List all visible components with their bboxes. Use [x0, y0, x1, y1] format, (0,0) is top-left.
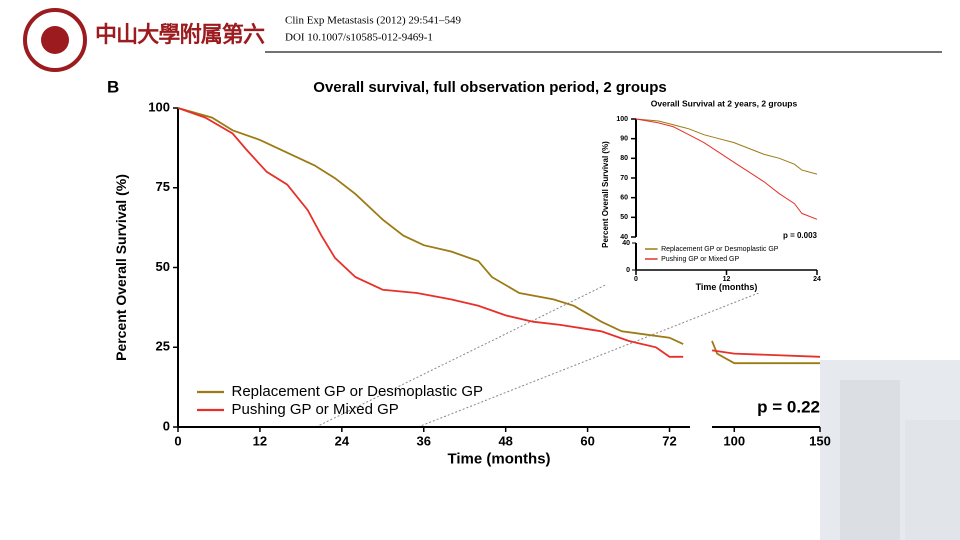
x-tick-label: 48 [498, 433, 512, 448]
survival-curve [635, 118, 818, 175]
connector [315, 269, 637, 428]
x-tick-label: 0 [174, 433, 181, 448]
y-axis-label: Percent Overall Survival (%) [113, 174, 129, 361]
y-tick-label: 100 [616, 116, 628, 123]
logo-center [41, 26, 69, 54]
y-axis-label: Percent Overall Survival (%) [601, 141, 610, 248]
x-tick-label: 24 [335, 433, 350, 448]
x-tick-label: 12 [253, 433, 267, 448]
building-photo [820, 360, 960, 540]
doi: DOI 10.1007/s10585-012-9469-1 [285, 32, 433, 44]
y-tick-label: 80 [620, 155, 628, 162]
x-axis-label: Time (months) [696, 282, 758, 292]
inset-bg [606, 97, 829, 293]
p-value: p = 0.22 [757, 397, 820, 416]
y-tick-label: 100 [148, 99, 170, 114]
citation: Clin Exp Metastasis (2012) 29:541–549 [285, 15, 461, 27]
panel-label: B [107, 77, 119, 96]
legend-label: Pushing GP or Mixed GP [232, 401, 399, 418]
logo-text: 中山大學附属第六 [95, 22, 265, 47]
legend-label: Replacement GP or Desmoplastic GP [232, 383, 484, 400]
x-tick-label: 36 [417, 433, 431, 448]
y-tick-label: 60 [620, 195, 628, 202]
y-tick-label: 40 [622, 240, 630, 247]
x-tick-label: 72 [662, 433, 676, 448]
y-tick-label: 90 [620, 136, 628, 143]
x-tick-label: 12 [723, 276, 731, 283]
survival-curve [635, 118, 818, 220]
survival-curve [177, 107, 821, 358]
x-axis-label: Time (months) [447, 450, 550, 467]
x-tick-label: 24 [813, 276, 821, 283]
y-tick-label: 50 [156, 259, 170, 274]
legend-label: Replacement GP or Desmoplastic GP [661, 246, 779, 253]
chart: Overall survival, full observation perio… [113, 79, 831, 468]
p-value: p = 0.003 [783, 231, 818, 240]
chart-title: Overall survival, full observation perio… [313, 79, 666, 96]
y-tick-label: 70 [620, 175, 628, 182]
y-tick-label: 40 [620, 234, 628, 241]
x-tick-label: 0 [634, 276, 638, 283]
x-tick-label: 150 [809, 433, 831, 448]
legend-label: Pushing GP or Mixed GP [661, 256, 739, 263]
y-tick-label: 0 [163, 418, 170, 433]
y-tick-label: 25 [156, 339, 170, 354]
survival-curve [177, 107, 820, 365]
y-tick-label: 75 [156, 179, 170, 194]
connector [417, 269, 818, 428]
y-tick-label: 50 [620, 214, 628, 221]
chart-title: Overall Survival at 2 years, 2 groups [651, 98, 798, 108]
y-tick-label: 0 [626, 267, 630, 274]
x-tick-label: 100 [723, 433, 745, 448]
chart: Overall Survival at 2 years, 2 groups 40 5… [601, 97, 829, 293]
x-tick-label: 60 [580, 433, 594, 448]
